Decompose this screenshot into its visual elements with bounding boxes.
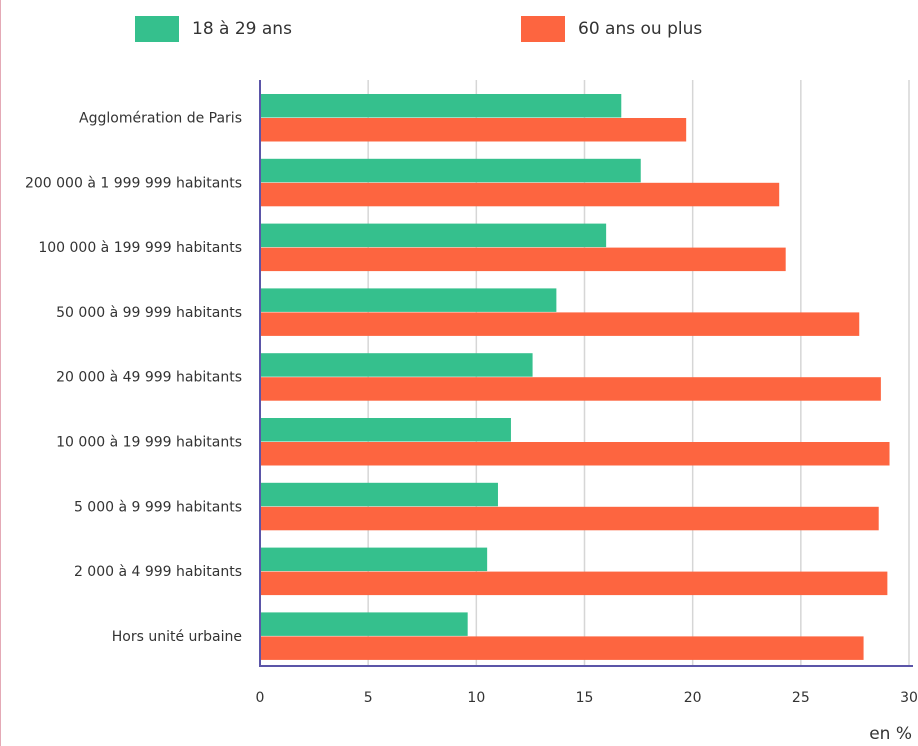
legend: 18 à 29 ans 60 ans ou plus — [0, 0, 918, 60]
bar-senior — [260, 182, 780, 207]
category-label: 100 000 à 199 999 habitants — [38, 240, 242, 256]
bar-senior — [260, 442, 890, 466]
bar-young — [260, 94, 622, 118]
bar-senior — [260, 312, 860, 336]
bar-young — [260, 158, 641, 183]
legend-swatch-young — [135, 16, 179, 42]
x-tick-label: 15 — [576, 690, 594, 706]
bar-senior — [260, 506, 879, 531]
bar-senior — [260, 571, 888, 596]
x-tick-label: 20 — [684, 690, 702, 706]
category-label: 10 000 à 19 999 habitants — [56, 435, 242, 451]
category-label: 200 000 à 1 999 999 habitants — [25, 175, 242, 191]
legend-swatch-senior — [521, 16, 565, 42]
x-tick-label: 10 — [467, 690, 485, 706]
x-tick-label: 5 — [364, 690, 373, 706]
bar-young — [260, 612, 468, 636]
bar-young — [260, 353, 533, 377]
bar-senior — [260, 636, 864, 660]
bar-young — [260, 288, 557, 312]
bar-senior — [260, 118, 687, 142]
category-label: Agglomération de Paris — [79, 111, 242, 127]
x-tick-label: 0 — [256, 690, 265, 706]
category-label: 2 000 à 4 999 habitants — [74, 564, 242, 580]
bar-senior — [260, 377, 881, 401]
category-label: Hors unité urbaine — [112, 629, 242, 645]
category-label: 5 000 à 9 999 habitants — [74, 499, 242, 515]
bar-young — [260, 482, 498, 507]
unit-label: en % — [869, 724, 912, 744]
legend-label-senior: 60 ans ou plus — [578, 19, 703, 39]
bar-young — [260, 223, 607, 248]
category-label: 20 000 à 49 999 habitants — [56, 370, 242, 386]
bar-young — [260, 547, 488, 572]
x-tick-label: 25 — [792, 690, 810, 706]
bar-senior — [260, 247, 786, 272]
bar-young — [260, 418, 511, 442]
left-border — [0, 0, 1, 746]
category-label: 50 000 à 99 999 habitants — [56, 305, 242, 321]
x-tick-label: 30 — [900, 690, 918, 706]
legend-label-young: 18 à 29 ans — [192, 19, 292, 39]
